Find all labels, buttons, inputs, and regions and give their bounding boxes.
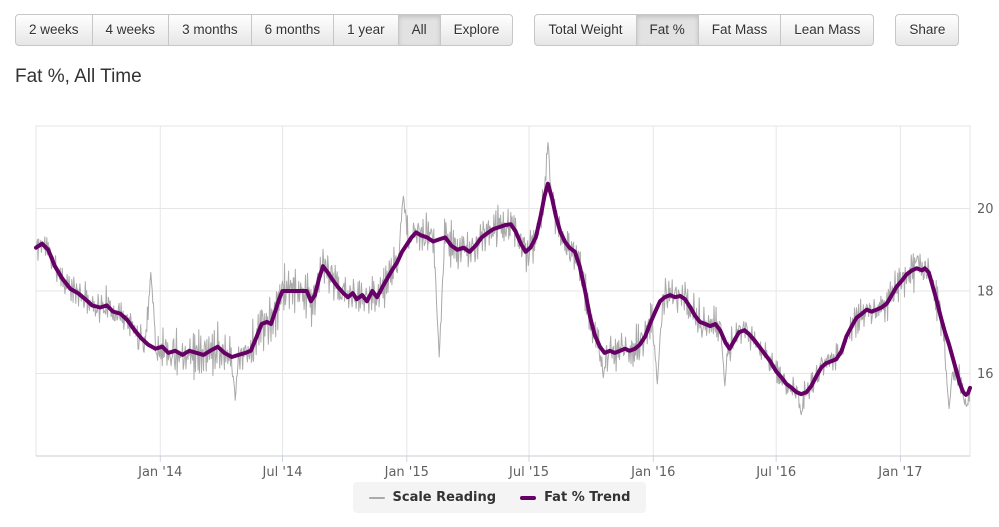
x-axis-label: Jan '14 bbox=[137, 465, 182, 480]
page-title: Fat %, All Time bbox=[15, 66, 142, 87]
button-6-months[interactable]: 6 months bbox=[251, 14, 335, 46]
scale-reading-swatch-icon bbox=[368, 496, 385, 499]
button-group-time-range: 2 weeks 4 weeks 3 months 6 months 1 year All E… bbox=[15, 14, 514, 46]
x-axis-label: Jan '17 bbox=[877, 465, 922, 480]
x-axis-label: Jan '15 bbox=[384, 465, 429, 480]
x-axis-label: Jan '16 bbox=[630, 465, 675, 480]
y-axis-label: 18 bbox=[977, 285, 994, 300]
legend-label: Scale Reading bbox=[392, 490, 497, 505]
button-1-year[interactable]: 1 year bbox=[334, 14, 399, 46]
button-total-weight[interactable]: Total Weight bbox=[534, 14, 637, 46]
x-axis-label: Jul '16 bbox=[755, 465, 796, 480]
button-2-weeks[interactable]: 2 weeks bbox=[15, 14, 93, 46]
button-3-months[interactable]: 3 months bbox=[169, 14, 252, 46]
legend-item-scale-reading[interactable]: Scale Reading bbox=[368, 490, 497, 505]
button-explore[interactable]: Explore bbox=[440, 14, 514, 46]
chart-legend: Scale Reading Fat % Trend bbox=[352, 482, 647, 513]
fat-trend-swatch-icon bbox=[520, 495, 537, 500]
button-share[interactable]: Share bbox=[895, 14, 960, 46]
x-axis-label: Jul '15 bbox=[508, 465, 549, 480]
button-fat-[interactable]: Fat % bbox=[636, 14, 699, 46]
button-group-share: Share bbox=[895, 14, 960, 46]
legend-wrap: Scale Reading Fat % Trend bbox=[0, 482, 999, 513]
fat-trend-line bbox=[34, 181, 972, 397]
button-fat-mass[interactable]: Fat Mass bbox=[698, 14, 782, 46]
toolbar: 2 weeks 4 weeks 3 months 6 months 1 year All E… bbox=[0, 0, 999, 46]
y-axis-label: 16 bbox=[977, 367, 994, 382]
x-axis-label: Jul '14 bbox=[262, 465, 303, 480]
button-group-metric: Total Weight Fat % Fat Mass Lean Mass bbox=[534, 14, 875, 46]
legend-label: Fat % Trend bbox=[544, 490, 631, 505]
legend-item-fat-trend[interactable]: Fat % Trend bbox=[520, 490, 630, 505]
y-axis-label: 20 bbox=[977, 202, 994, 217]
fat-percent-chart: 16 18 20 Jan '14 Jul '14 Jan '15 Jul '15 Jan '1… bbox=[34, 125, 994, 480]
button-lean-mass[interactable]: Lean Mass bbox=[781, 14, 875, 46]
button-all[interactable]: All bbox=[398, 14, 441, 46]
button-4-weeks[interactable]: 4 weeks bbox=[92, 14, 170, 46]
